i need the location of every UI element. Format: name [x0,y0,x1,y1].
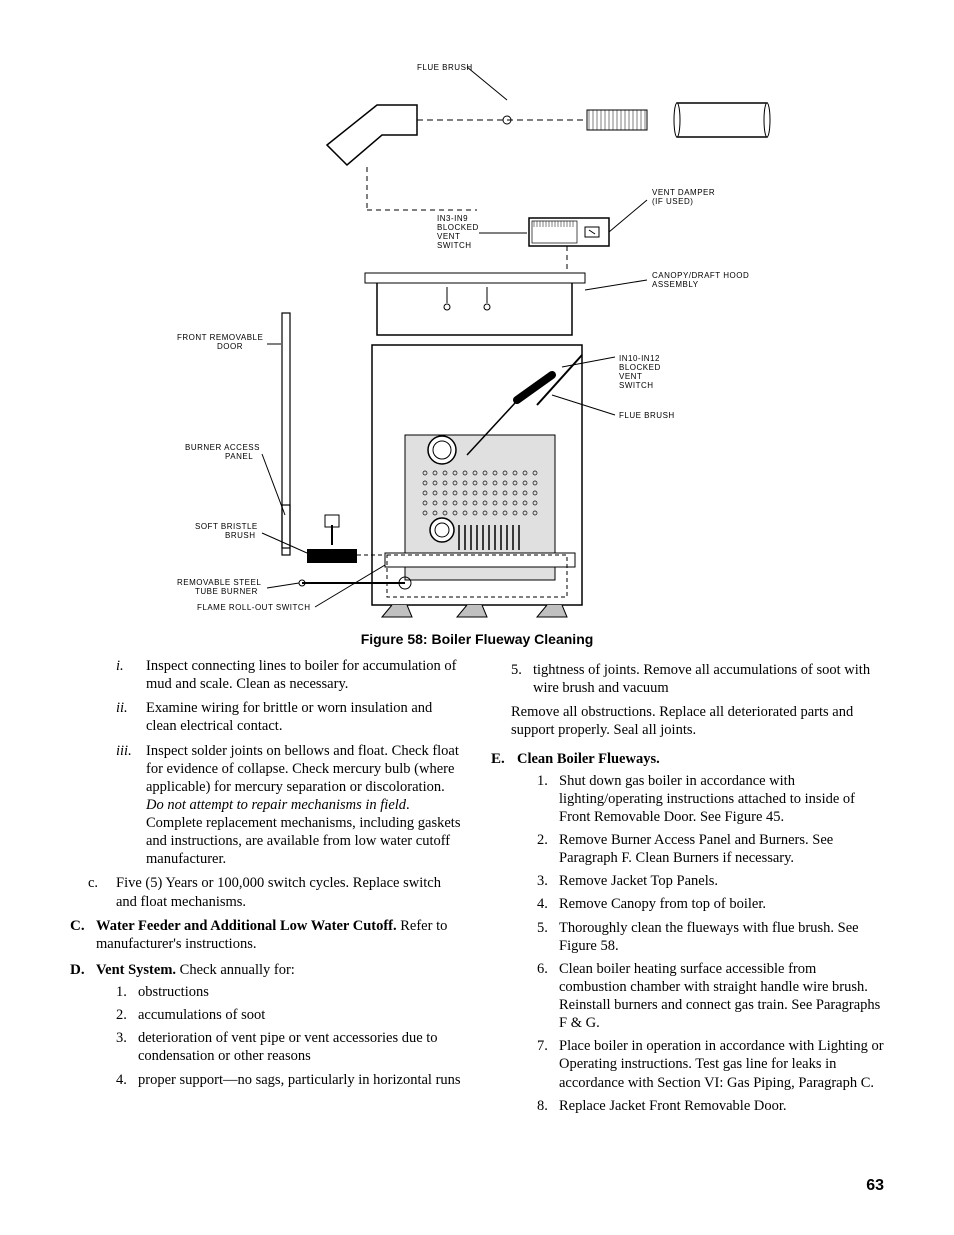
roman-item-i: i.Inspect connecting lines to boiler for… [116,657,463,693]
alpha-c-text: Five (5) Years or 100,000 switch cycles.… [116,875,441,909]
e-8-text: Replace Jacket Front Removable Door. [559,1098,787,1114]
cont-list: 5.tightness of joints. Remove all accumu… [491,661,884,697]
e-item-4: 4.Remove Canopy from top of boiler. [537,895,884,913]
label-bap-2: PANEL [225,452,253,461]
d-2-text: accumulations of soot [138,1007,265,1023]
label-blocked2-4: SWITCH [619,381,654,390]
section-D: D. Vent System. Check annually for: 1.ob… [70,961,463,1089]
figure-caption: Figure 58: Boiler Flueway Cleaning [70,631,884,647]
label-rsb-1: REMOVABLE STEEL [177,578,261,587]
document-page: FLUE BRUSH [0,0,954,1235]
label-sbb-1: SOFT BRISTLE [195,522,258,531]
section-D-list: 1.obstructions 2.accumulations of soot 3… [96,983,463,1089]
label-flame-rollout: FLAME ROLL-OUT SWITCH [197,603,310,612]
roman-iii-p1: Inspect solder joints on bellows and flo… [146,743,459,795]
e-item-2: 2.Remove Burner Access Panel and Burners… [537,831,884,867]
d-4-text: proper support—no sags, particularly in … [138,1072,461,1088]
section-C-heading: Water Feeder and Additional Low Water Cu… [96,918,397,934]
label-fd-2: DOOR [217,342,243,351]
label-sbb-2: BRUSH [225,531,256,540]
label-flue-brush-side: FLUE BRUSH [619,411,675,420]
d-3-text: deterioration of vent pipe or vent acces… [138,1030,438,1064]
e-item-5: 5.Thoroughly clean the flueways with flu… [537,919,884,955]
roman-list: i.Inspect connecting lines to boiler for… [70,657,463,868]
section-E-heading: Clean Boiler Flueways. [517,751,660,767]
e-5-text: Thoroughly clean the flueways with flue … [559,920,859,954]
page-number: 63 [866,1177,884,1195]
e-7-text: Place boiler in operation in accordance … [559,1038,884,1090]
label-bv-1: IN3-IN9 [437,214,468,223]
figure-58: FLUE BRUSH [70,55,884,647]
section-D-heading: Vent System. [96,962,176,978]
d-item-3: 3.deterioration of vent pipe or vent acc… [116,1029,463,1065]
e-item-8: 8.Replace Jacket Front Removable Door. [537,1097,884,1115]
e-1-text: Shut down gas boiler in accordance with … [559,773,855,825]
label-bap-1: BURNER ACCESS [185,443,260,452]
e-2-text: Remove Burner Access Panel and Burners. … [559,832,833,866]
section-E: E. Clean Boiler Flueways. 1.Shut down ga… [491,750,884,1115]
right-column: 5.tightness of joints. Remove all accumu… [491,657,884,1123]
roman-item-iii: iii.Inspect solder joints on bellows and… [116,742,463,869]
roman-i-text: Inspect connecting lines to boiler for a… [146,658,456,692]
cont-para: Remove all obstructions. Replace all det… [511,703,884,739]
d-item-4: 4.proper support—no sags, particularly i… [116,1071,463,1089]
d-item-1: 1.obstructions [116,983,463,1001]
e-3-text: Remove Jacket Top Panels. [559,873,718,889]
label-blocked2-1: IN10-IN12 [619,354,660,363]
cont-5-text: tightness of joints. Remove all accumula… [533,662,870,696]
section-E-list: 1.Shut down gas boiler in accordance wit… [517,772,884,1115]
label-canopy-1: CANOPY/DRAFT HOOD [652,271,749,280]
boiler-diagram-svg: FLUE BRUSH [167,55,787,625]
d-1-text: obstructions [138,984,209,1000]
label-flue-brush-top: FLUE BRUSH [417,63,473,72]
e-item-6: 6.Clean boiler heating surface accessibl… [537,960,884,1033]
cont-item-5: 5.tightness of joints. Remove all accumu… [511,661,884,697]
d-item-2: 2.accumulations of soot [116,1006,463,1024]
section-C: C. Water Feeder and Additional Low Water… [70,917,463,953]
roman-iii-italic: Do not attempt to repair mechanisms in f… [146,797,406,813]
label-bv-2: BLOCKED [437,223,479,232]
roman-item-ii: ii.Examine wiring for brittle or worn in… [116,699,463,735]
roman-ii-text: Examine wiring for brittle or worn insul… [146,700,432,734]
alpha-item-c: c.Five (5) Years or 100,000 switch cycle… [70,874,463,910]
e-item-7: 7.Place boiler in operation in accordanc… [537,1037,884,1091]
text-columns: i.Inspect connecting lines to boiler for… [70,657,884,1123]
e-4-text: Remove Canopy from top of boiler. [559,896,766,912]
label-vent-damper-1: VENT DAMPER [652,188,715,197]
e-item-1: 1.Shut down gas boiler in accordance wit… [537,772,884,826]
label-bv-3: VENT [437,232,460,241]
label-vent-damper-2: (IF USED) [652,197,693,206]
label-fd-1: FRONT REMOVABLE [177,333,263,342]
label-canopy-2: ASSEMBLY [652,280,699,289]
section-D-body: Check annually for: [176,962,295,978]
left-column: i.Inspect connecting lines to boiler for… [70,657,463,1123]
label-rsb-2: TUBE BURNER [195,587,258,596]
label-blocked2-3: VENT [619,372,642,381]
e-6-text: Clean boiler heating surface accessible … [559,961,880,1031]
e-item-3: 3.Remove Jacket Top Panels. [537,872,884,890]
label-blocked2-2: BLOCKED [619,363,661,372]
label-bv-4: SWITCH [437,241,472,250]
